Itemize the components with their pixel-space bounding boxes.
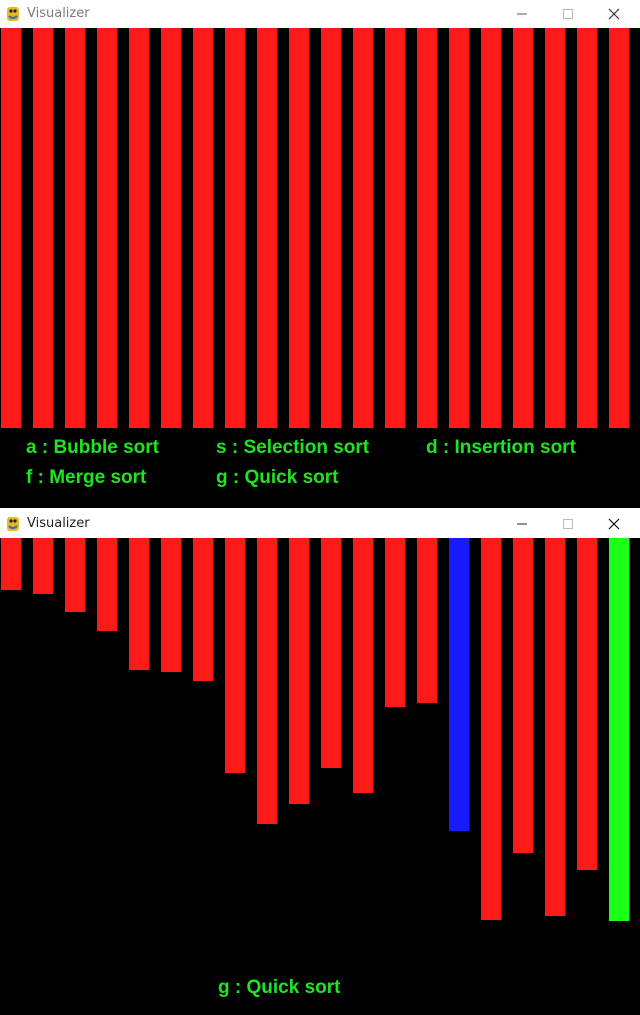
bar-0 bbox=[1, 538, 22, 590]
bar-10 bbox=[321, 538, 342, 768]
bar-7 bbox=[225, 28, 246, 428]
bar-1 bbox=[33, 538, 54, 594]
bar-15 bbox=[481, 538, 502, 920]
close-icon bbox=[608, 8, 620, 20]
maximize-button[interactable] bbox=[545, 510, 591, 538]
bar-9 bbox=[289, 538, 310, 804]
bar-6 bbox=[193, 538, 214, 681]
minimize-button[interactable] bbox=[499, 0, 545, 28]
maximize-icon bbox=[563, 9, 573, 19]
bar-16 bbox=[513, 28, 534, 428]
menu-item-merge-sort: f : Merge sort bbox=[26, 467, 147, 488]
bar-17 bbox=[545, 538, 566, 916]
bar-11 bbox=[353, 28, 374, 428]
maximize-icon bbox=[563, 519, 573, 529]
visualizer-canvas: g : Quick sort bbox=[0, 538, 640, 1015]
bar-2 bbox=[65, 28, 86, 428]
bar-19 bbox=[609, 538, 630, 921]
close-button[interactable] bbox=[591, 510, 637, 538]
close-icon bbox=[608, 518, 620, 530]
bar-5 bbox=[161, 28, 182, 428]
minimize-icon bbox=[517, 13, 527, 15]
close-button[interactable] bbox=[591, 0, 637, 28]
bar-17 bbox=[545, 28, 566, 428]
bar-chart bbox=[1, 28, 630, 428]
bar-3 bbox=[97, 538, 118, 631]
visualizer-window-2: Visualizer g : Quick sort bbox=[0, 510, 640, 1015]
menu-item-insertion-sort: d : Insertion sort bbox=[426, 437, 576, 458]
visualizer-window-1: Visualizer a : Bubble sort s : Selection… bbox=[0, 0, 640, 508]
bar-9 bbox=[289, 28, 310, 428]
bar-6 bbox=[193, 28, 214, 428]
title-bar[interactable]: Visualizer bbox=[0, 510, 640, 538]
bar-8 bbox=[257, 538, 278, 824]
bar-1 bbox=[33, 28, 54, 428]
bar-15 bbox=[481, 28, 502, 428]
minimize-button[interactable] bbox=[499, 510, 545, 538]
bar-chart bbox=[1, 538, 630, 921]
bar-3 bbox=[97, 28, 118, 428]
title-bar[interactable]: Visualizer bbox=[0, 0, 640, 28]
bar-18 bbox=[577, 28, 598, 428]
bar-7 bbox=[225, 538, 246, 773]
window-title: Visualizer bbox=[27, 516, 90, 531]
bar-2 bbox=[65, 538, 86, 612]
bar-11 bbox=[353, 538, 374, 793]
menu-item-bubble-sort: a : Bubble sort bbox=[26, 437, 160, 458]
current-algorithm-label: g : Quick sort bbox=[218, 977, 341, 998]
window-title: Visualizer bbox=[27, 6, 90, 21]
bar-10 bbox=[321, 28, 342, 428]
python-app-icon bbox=[7, 517, 19, 531]
bar-4 bbox=[129, 28, 150, 428]
menu-item-quick-sort: g : Quick sort bbox=[216, 467, 339, 488]
bar-16 bbox=[513, 538, 534, 853]
bar-14 bbox=[449, 28, 470, 428]
menu-item-selection-sort: s : Selection sort bbox=[216, 437, 370, 458]
bar-14 bbox=[449, 538, 470, 831]
bar-8 bbox=[257, 28, 278, 428]
bar-12 bbox=[385, 28, 406, 428]
visualizer-canvas: a : Bubble sort s : Selection sort d : I… bbox=[0, 28, 640, 508]
bar-13 bbox=[417, 538, 438, 703]
bar-18 bbox=[577, 538, 598, 870]
minimize-icon bbox=[517, 523, 527, 525]
bar-0 bbox=[1, 28, 22, 428]
maximize-button[interactable] bbox=[545, 0, 591, 28]
bar-5 bbox=[161, 538, 182, 672]
bar-12 bbox=[385, 538, 406, 707]
bar-19 bbox=[609, 28, 630, 428]
bar-13 bbox=[417, 28, 438, 428]
bar-4 bbox=[129, 538, 150, 670]
python-app-icon bbox=[7, 7, 19, 21]
